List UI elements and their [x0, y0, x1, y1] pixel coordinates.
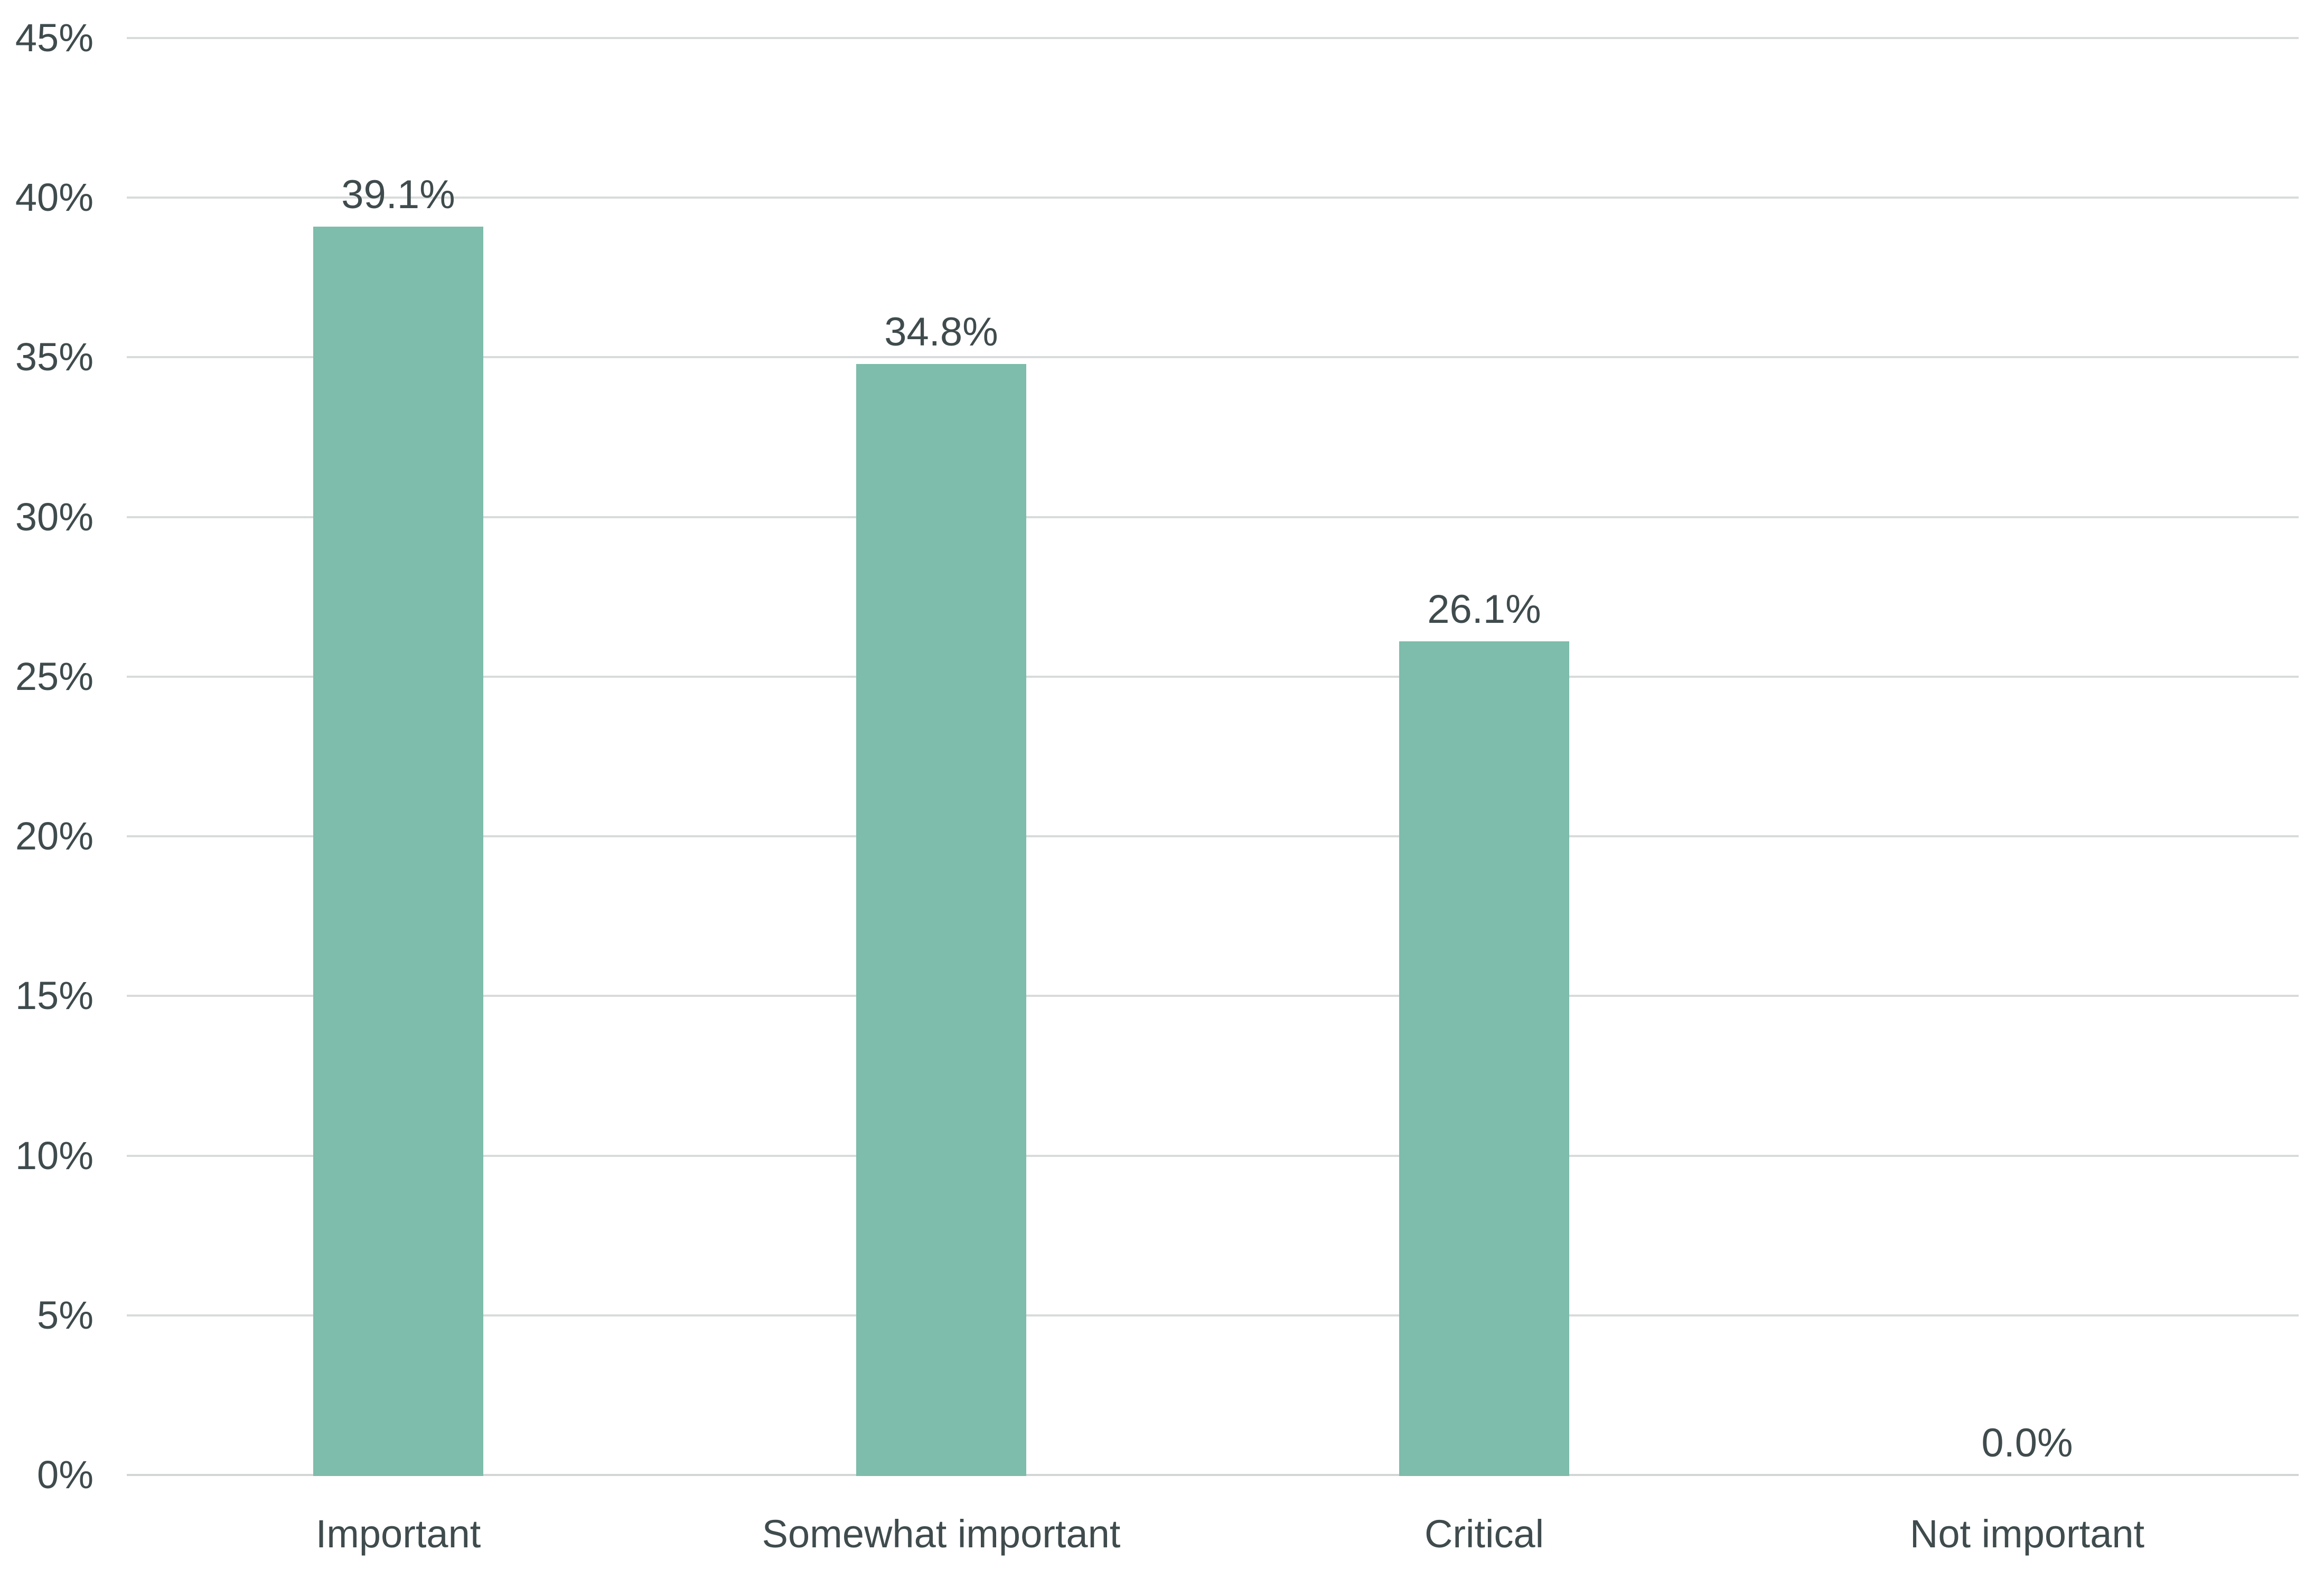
bar-value-label: 34.8% [884, 309, 998, 354]
y-axis-tick-label: 40% [15, 175, 93, 220]
bar-value-label: 0.0% [1981, 1421, 2073, 1465]
bar [313, 226, 483, 1476]
y-axis-tick-label: 30% [15, 494, 93, 539]
y-axis-tick-label: 0% [37, 1453, 93, 1497]
x-axis-category-label: Important [315, 1512, 481, 1556]
y-axis-tick-label: 35% [15, 335, 93, 379]
gridline [127, 356, 2299, 359]
y-axis-tick-label: 15% [15, 974, 93, 1018]
y-axis-tick-label: 25% [15, 654, 93, 698]
x-axis-category-label: Somewhat important [762, 1512, 1121, 1556]
gridline [127, 197, 2299, 199]
gridline [127, 835, 2299, 838]
y-axis-tick-label: 5% [37, 1293, 93, 1337]
y-axis-tick-label: 10% [15, 1133, 93, 1178]
gridline [127, 1314, 2299, 1316]
gridline [127, 516, 2299, 518]
bar-value-label: 39.1% [341, 172, 455, 217]
gridline [127, 675, 2299, 678]
gridline [127, 995, 2299, 997]
bar-value-label: 26.1% [1427, 587, 1541, 632]
x-axis-baseline [127, 1474, 2299, 1476]
y-axis-tick-label: 20% [15, 814, 93, 858]
bar [1399, 641, 1569, 1476]
gridline [127, 37, 2299, 39]
gridline [127, 1154, 2299, 1157]
x-axis-category-label: Critical [1424, 1512, 1544, 1556]
y-axis-tick-label: 45% [15, 16, 93, 60]
bar [856, 363, 1026, 1476]
x-axis-category-label: Not important [1909, 1512, 2145, 1556]
